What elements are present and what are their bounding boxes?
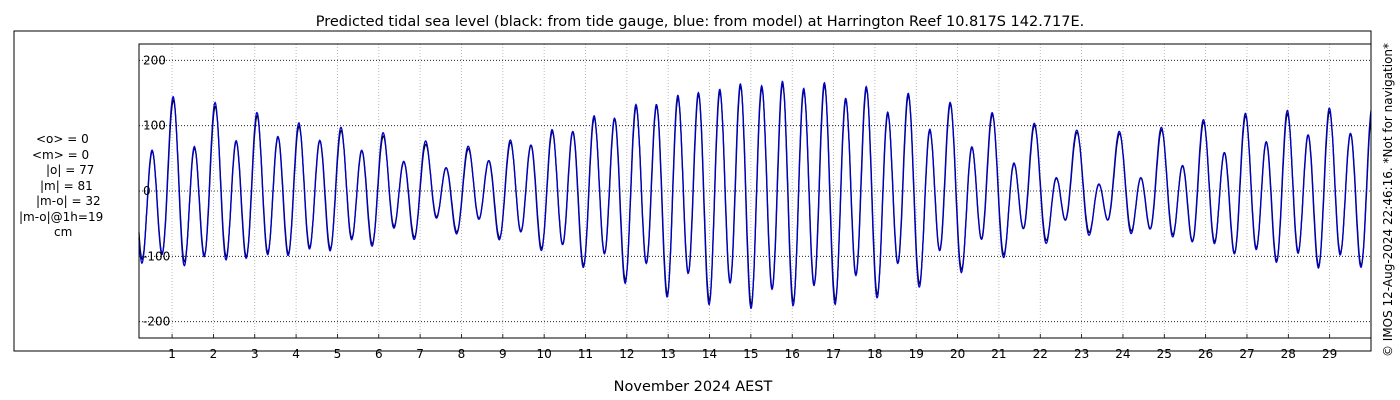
x-tick-label: 5 (334, 347, 342, 361)
x-tick-label: 29 (1322, 347, 1337, 361)
stats-panel: <o> = 0 <m> = 0 |o| = 77 |m| = 81 |m-o| … (0, 132, 112, 241)
y-tick-label: -200 (143, 315, 170, 329)
x-tick-label: 19 (909, 347, 924, 361)
y-tick-label: 200 (143, 53, 166, 67)
y-tick-label: 0 (143, 184, 151, 198)
x-tick-label: 12 (619, 347, 634, 361)
x-tick-label: 18 (867, 347, 882, 361)
x-tick-label: 4 (292, 347, 300, 361)
series-lines (138, 80, 1372, 310)
x-axis-label: November 2024 AEST (614, 379, 773, 395)
x-tick-label: 9 (499, 347, 507, 361)
x-tick-label: 6 (375, 347, 383, 361)
stat-mean-observed: <o> = 0 (36, 132, 89, 146)
x-tick-label: 25 (1157, 347, 1172, 361)
watermark-text: © IMOS 12-Aug-2024 22:46:16. *Not for na… (1381, 43, 1395, 357)
x-tick-label: 24 (1115, 347, 1130, 361)
x-tick-label: 23 (1074, 347, 1089, 361)
x-tick-label: 10 (537, 347, 552, 361)
x-tick-label: 11 (578, 347, 593, 361)
x-tick-label: 1 (168, 347, 176, 361)
x-tick-label: 27 (1239, 347, 1254, 361)
y-tick-label: -100 (143, 249, 170, 263)
stat-abs-observed: |o| = 77 (46, 163, 95, 177)
stat-mean-model: <m> = 0 (32, 147, 90, 162)
stat-unit: cm (54, 225, 73, 239)
axis-ticks: 1 2 3 4 5 6 7 8 9 10 11 12 13 14 15 16 17 18 19 20 21 22 23 24 2… (143, 53, 1337, 361)
x-tick-label: 20 (950, 347, 965, 361)
x-tick-label: 26 (1198, 347, 1213, 361)
stat-abs-model: |m| = 81 (40, 178, 93, 193)
grid-lines (139, 44, 1371, 338)
x-tick-label: 8 (458, 347, 466, 361)
x-tick-label: 13 (661, 347, 676, 361)
x-tick-label: 7 (416, 347, 424, 361)
x-tick-label: 14 (702, 347, 717, 361)
stat-abs-diff-1h: |m-o|@1h=19 (19, 209, 104, 224)
x-tick-label: 2 (210, 347, 218, 361)
x-tick-label: 28 (1281, 347, 1296, 361)
chart-title: Predicted tidal sea level (black: from t… (316, 14, 1085, 30)
y-tick-label: 100 (143, 119, 166, 133)
x-tick-label: 17 (826, 347, 841, 361)
series-line-from-model (138, 80, 1372, 310)
x-tick-label: 15 (743, 347, 758, 361)
x-tick-label: 21 (991, 347, 1006, 361)
x-tick-label: 22 (1033, 347, 1048, 361)
x-tick-label: 16 (785, 347, 800, 361)
plot-area (138, 43, 1372, 339)
x-tick-label: 3 (251, 347, 259, 361)
stat-abs-diff: |m-o| = 32 (36, 194, 101, 208)
